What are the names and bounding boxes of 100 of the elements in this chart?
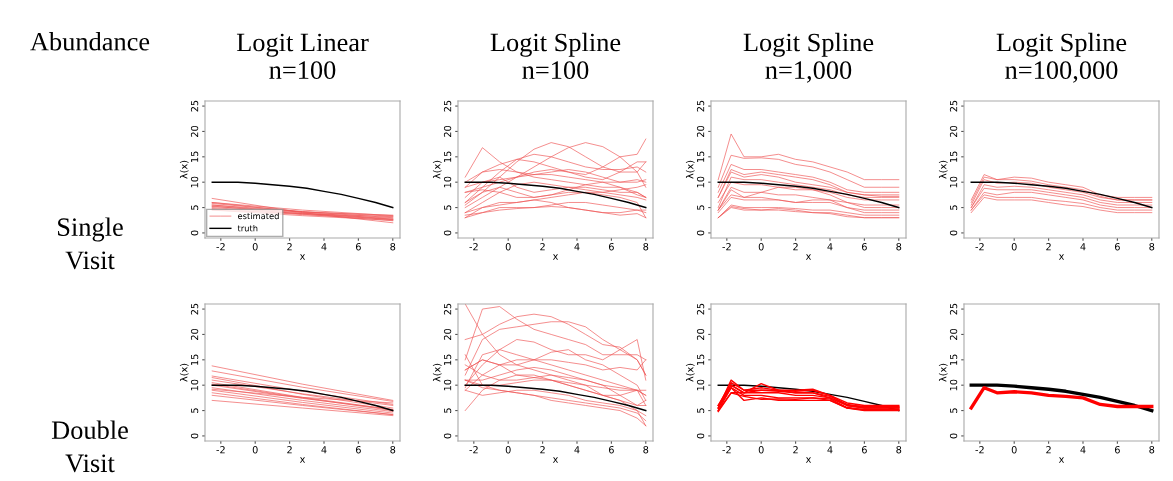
- x-axis-title: x: [552, 254, 559, 260]
- x-tick-label: 0: [505, 446, 511, 454]
- y-tick-label: 25: [696, 303, 705, 315]
- x-tick-label: 6: [355, 446, 361, 454]
- x-axis-title: x: [1058, 457, 1065, 463]
- x-axis-title: x: [1058, 254, 1065, 260]
- x-tick-label: 8: [1149, 243, 1155, 251]
- y-tick-label: 20: [696, 125, 705, 137]
- x-tick-label: 2: [793, 243, 798, 251]
- x-tick-label: 2: [793, 446, 798, 454]
- chart-title: Logit Linear n=100: [236, 33, 369, 80]
- y-tick-label: 10: [443, 176, 452, 188]
- x-tick-label: -2: [975, 243, 984, 251]
- y-tick-label: 5: [444, 408, 452, 413]
- x-tick-label: 6: [1114, 243, 1120, 251]
- y-tick-label: 5: [191, 408, 199, 413]
- y-tick-label: 0: [443, 433, 452, 439]
- y-tick-label: 10: [949, 379, 958, 391]
- y-axis-title: λ(x): [685, 160, 695, 179]
- chart-title: Logit Spline n=100,000: [996, 32, 1127, 83]
- y-tick-label: 0: [696, 433, 705, 439]
- y-tick-label: 15: [950, 151, 958, 162]
- x-tick-label: -2: [216, 243, 225, 251]
- x-tick-label: 8: [896, 446, 902, 454]
- y-tick-label: 15: [444, 354, 452, 365]
- y-tick-label: 10: [190, 176, 199, 188]
- x-tick-label: 4: [321, 446, 327, 454]
- x-tick-label: 8: [643, 446, 649, 454]
- y-tick-label: 20: [190, 125, 199, 137]
- y-tick-label: 5: [697, 205, 705, 210]
- y-tick-label: 25: [696, 100, 705, 112]
- x-axis-title: x: [299, 254, 306, 260]
- y-tick-label: 10: [696, 176, 705, 188]
- y-tick-label: 5: [950, 205, 958, 210]
- y-tick-label: 15: [950, 354, 958, 365]
- y-tick-label: 10: [949, 176, 958, 188]
- x-tick-label: 8: [390, 243, 396, 251]
- y-tick-label: 20: [696, 328, 705, 340]
- y-tick-label: 25: [190, 303, 199, 315]
- x-tick-label: 0: [1011, 243, 1017, 251]
- x-axis-title: x: [805, 254, 812, 260]
- x-tick-label: 2: [287, 243, 292, 251]
- x-tick-label: 2: [1046, 446, 1051, 454]
- y-tick-label: 20: [949, 125, 958, 137]
- x-axis-title: x: [299, 457, 306, 463]
- y-tick-label: 25: [443, 303, 452, 315]
- y-axis-title: λ(x): [179, 363, 189, 382]
- x-tick-label: 2: [540, 243, 545, 251]
- x-tick-label: 0: [252, 446, 258, 454]
- x-tick-label: 6: [861, 446, 867, 454]
- y-tick-label: 0: [949, 433, 958, 439]
- text: Double Visit: [51, 420, 128, 473]
- y-axis-title: λ(x): [938, 363, 948, 382]
- y-tick-label: 5: [950, 408, 958, 413]
- x-tick-label: 4: [1080, 446, 1086, 454]
- x-tick-label: 0: [758, 243, 764, 251]
- y-tick-label: 5: [191, 205, 199, 210]
- legend-label: estimated: [237, 212, 279, 220]
- x-tick-label: -2: [469, 243, 478, 251]
- y-axis-title: λ(x): [938, 160, 948, 179]
- y-tick-label: 5: [697, 408, 705, 413]
- y-tick-label: 0: [696, 230, 705, 236]
- x-tick-label: 0: [1011, 446, 1017, 454]
- text: Abundance: [30, 32, 150, 51]
- x-tick-label: 6: [608, 243, 614, 251]
- y-tick-label: 25: [190, 100, 199, 112]
- legend-label: truth: [237, 224, 258, 232]
- x-tick-label: -2: [722, 243, 731, 251]
- x-axis-title: x: [805, 457, 812, 463]
- x-tick-label: 4: [1080, 243, 1086, 251]
- y-tick-label: 5: [444, 205, 452, 210]
- x-tick-label: -2: [216, 446, 225, 454]
- y-tick-label: 15: [191, 151, 199, 162]
- x-tick-label: 6: [355, 243, 361, 251]
- y-tick-label: 10: [696, 379, 705, 391]
- x-tick-label: 2: [287, 446, 292, 454]
- x-tick-label: 0: [252, 243, 258, 251]
- x-tick-label: 6: [608, 446, 614, 454]
- x-tick-label: 4: [574, 243, 580, 251]
- x-tick-label: 4: [827, 243, 833, 251]
- y-tick-label: 20: [443, 328, 452, 340]
- text: Single Visit: [58, 217, 123, 270]
- y-axis-title: λ(x): [685, 363, 695, 382]
- chart-title: Logit Spline n=100: [490, 32, 621, 80]
- y-axis-title: λ(x): [179, 160, 189, 179]
- y-tick-label: 25: [949, 303, 958, 315]
- chart-title: Logit Spline n=1,000: [743, 32, 874, 83]
- x-axis-title: x: [552, 457, 559, 463]
- x-tick-label: 4: [321, 243, 327, 251]
- x-tick-label: 8: [1149, 446, 1155, 454]
- y-tick-label: 20: [443, 125, 452, 137]
- x-tick-label: 8: [643, 243, 649, 251]
- x-tick-label: 6: [1114, 446, 1120, 454]
- x-tick-label: 4: [827, 446, 833, 454]
- y-tick-label: 0: [443, 230, 452, 236]
- y-tick-label: 15: [697, 354, 705, 365]
- x-tick-label: 4: [574, 446, 580, 454]
- y-tick-label: 15: [697, 151, 705, 162]
- x-tick-label: 0: [758, 446, 764, 454]
- y-tick-label: 20: [949, 328, 958, 340]
